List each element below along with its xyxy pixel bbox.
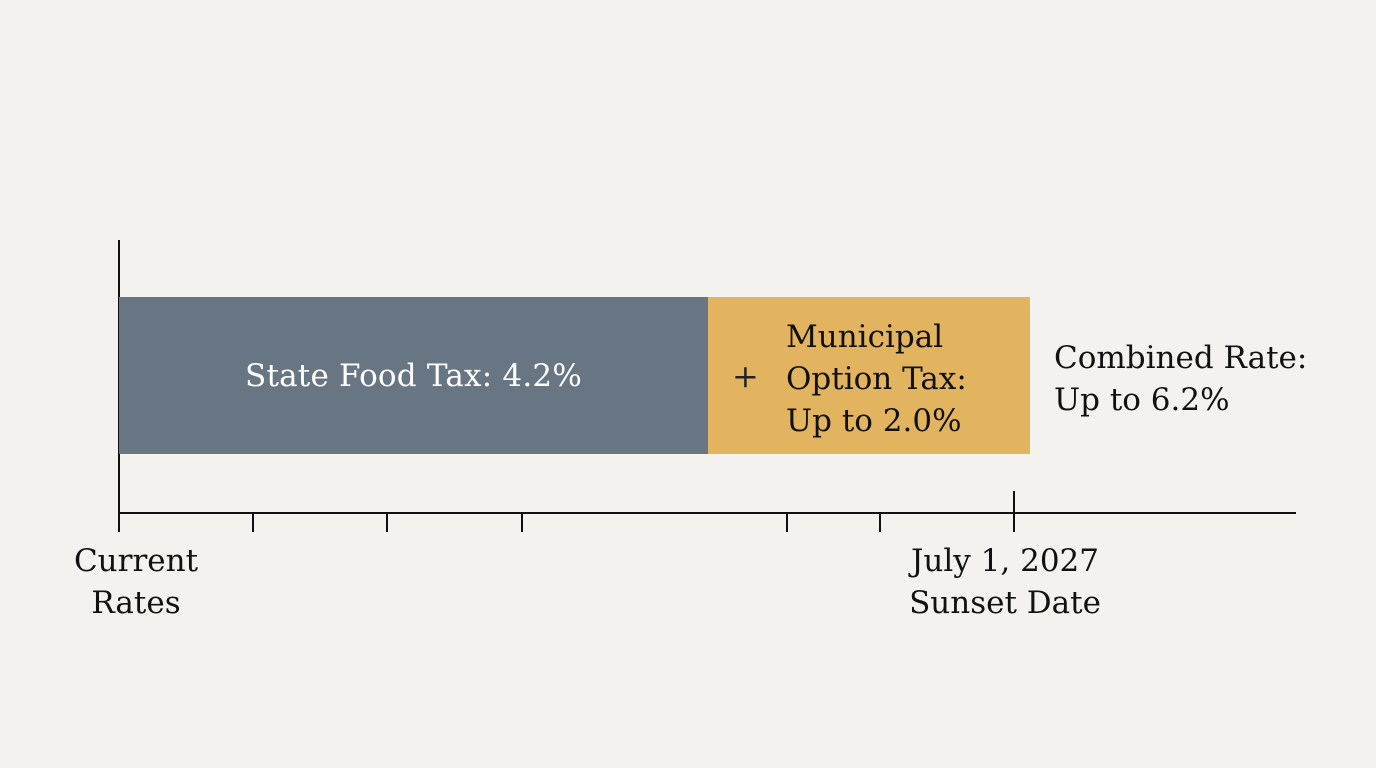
timeline-axis — [118, 512, 1296, 514]
combined-label-line: Combined Rate: — [1054, 340, 1308, 376]
start-label-line: Current — [73, 543, 199, 579]
state-food-tax-bar: State Food Tax: 4.2% — [119, 297, 708, 454]
combined-label-line: Up to 6.2% — [1054, 382, 1230, 418]
sunset-date-marker — [1013, 491, 1015, 532]
timeline-tick-start — [118, 512, 120, 532]
timeline-tick — [879, 512, 881, 532]
combined-rate-label: Combined Rate: Up to 6.2% — [1054, 337, 1307, 421]
start-label-line: Rates — [91, 585, 181, 621]
timeline-tick — [252, 512, 254, 532]
state-food-tax-label: State Food Tax: 4.2% — [245, 357, 582, 394]
plus-sign: + — [732, 357, 759, 395]
end-label-line: July 1, 2027 — [911, 543, 1099, 579]
timeline-tick — [786, 512, 788, 532]
current-rates-label: Current Rates — [68, 540, 204, 624]
municipal-label-line: Municipal — [786, 319, 944, 355]
end-label-line: Sunset Date — [909, 585, 1101, 621]
timeline-tick — [521, 512, 523, 532]
timeline-tick — [386, 512, 388, 532]
municipal-option-tax-bar — [708, 297, 1030, 454]
municipal-option-tax-label: Municipal Option Tax: Up to 2.0% — [786, 316, 967, 442]
municipal-label-line: Option Tax: — [786, 361, 967, 397]
sunset-date-label: July 1, 2027 Sunset Date — [900, 540, 1110, 624]
municipal-label-line: Up to 2.0% — [786, 403, 962, 439]
